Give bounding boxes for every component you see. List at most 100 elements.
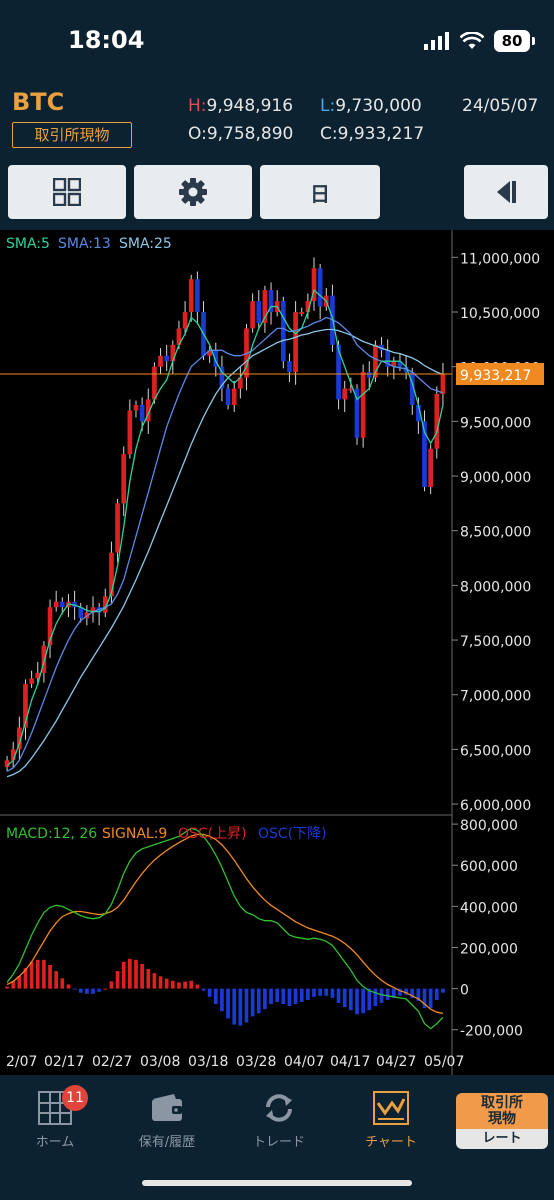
layout-button[interactable] (8, 165, 126, 219)
candle-body (78, 607, 84, 619)
wifi-icon (460, 32, 484, 49)
price-plot-bg (0, 230, 554, 815)
candle-body (287, 361, 292, 373)
candle-body (176, 328, 182, 345)
osc-bar (342, 988, 347, 1008)
sma-legend-1: SMA:13 (58, 236, 111, 252)
candle-body (231, 388, 237, 405)
osc-bar (177, 982, 181, 989)
status-time: 18:04 (68, 26, 145, 54)
x-tick-label: 04/07 (284, 1054, 324, 1070)
osc-bar (349, 988, 353, 1011)
osc-bar (103, 988, 108, 990)
candle-body (409, 372, 415, 405)
collapse-panel-button[interactable] (464, 165, 548, 219)
candle-body (109, 552, 114, 597)
close-label: C: (320, 124, 338, 144)
y-tick-label: 6,500,000 (460, 743, 531, 759)
candle-body (422, 421, 427, 487)
candle-body (299, 312, 305, 315)
osc-bar (404, 988, 408, 995)
x-tick-label: 02/27 (92, 1054, 132, 1070)
macd-legend-2: OSC(上昇) (178, 826, 247, 842)
collapse-left-icon (497, 181, 516, 203)
macd-legend-0: MACD:12, 26 (6, 826, 97, 842)
osc-bar (72, 988, 77, 990)
candle-body (262, 290, 268, 323)
osc-bar (275, 988, 280, 1002)
osc-bar (134, 959, 138, 989)
osc-bar (85, 988, 89, 994)
nav-holdings-label: 保有/履歴 (138, 1135, 196, 1150)
header-date: 24/05/07 (462, 96, 539, 116)
macd-legend-1: SIGNAL:9 (102, 826, 167, 842)
nav-home-label: ホーム (35, 1135, 75, 1150)
candle-body (268, 290, 274, 313)
status-icons: 80 (424, 30, 535, 52)
low-value: 9,730,000 (335, 96, 422, 116)
battery-icon: 80 (494, 30, 535, 52)
candle-body (158, 355, 163, 367)
y-tick-label: 11,000,000 (460, 251, 540, 267)
x-tick-label: 03/08 (140, 1054, 180, 1070)
trade-arrows-icon (266, 1094, 292, 1122)
candle-body (342, 388, 348, 400)
settings-button[interactable] (134, 165, 252, 219)
candle-body (280, 301, 286, 362)
y-tick-label: 7,500,000 (460, 634, 531, 650)
wallet-icon (152, 1094, 182, 1121)
osc-bar (128, 958, 132, 989)
y-tick-label: 7,000,000 (460, 689, 531, 705)
high-label: H: (188, 96, 207, 116)
osc-bar (263, 988, 267, 1010)
nav-home[interactable]: ホーム 11 (0, 1085, 110, 1150)
high-value: 9,948,916 (206, 96, 294, 116)
osc-bar (434, 988, 439, 1000)
osc-bar (220, 988, 224, 1012)
macd-line (6, 827, 444, 1030)
candle-body (416, 404, 421, 422)
instrument-header: BTC 取引所現物 H:9,948,916 L:9,730,000 O:9,75… (0, 80, 554, 158)
candle-body (440, 373, 446, 395)
macd-legend-3: OSC(下降) (258, 826, 327, 842)
candle-body (385, 350, 391, 367)
chart-icon (373, 1091, 409, 1125)
osc-bar (5, 986, 9, 989)
osc-bar (226, 988, 230, 1019)
rate-market-text: 取引所現物 (481, 1095, 523, 1127)
osc-bar (361, 988, 365, 1014)
rate-button[interactable]: 取引所現物 レート (456, 1093, 548, 1149)
status-bar: 18:04 80 (0, 0, 554, 80)
candle-body (195, 279, 200, 313)
osc-bar (324, 988, 329, 996)
candle-body (250, 301, 255, 329)
close-price: C:9,933,217 (320, 124, 424, 144)
home-indicator (142, 1180, 412, 1186)
osc-bar (164, 978, 169, 989)
close-value: 9,933,217 (337, 124, 425, 144)
osc-bar (312, 988, 316, 997)
candle-body (10, 749, 16, 761)
candle-body (391, 361, 397, 367)
candle-body (127, 410, 133, 455)
market-badge[interactable]: 取引所現物 (12, 122, 132, 148)
price-chart[interactable]: 6,000,000 6,500,000 7,000,000 7,500,000 8,00… (0, 230, 554, 1075)
sma-legend-0: SMA:5 (6, 236, 50, 252)
x-tick-label: 03/28 (236, 1054, 276, 1070)
osc-bar (306, 988, 310, 1000)
candle-body (152, 366, 157, 400)
candle-body (348, 388, 354, 391)
nav-holdings[interactable]: 保有/履歴 (112, 1089, 222, 1150)
candle-body (213, 350, 219, 367)
grid-icon (53, 178, 81, 206)
osc-bar (355, 988, 359, 1015)
macd-y-tick-label: 200,000 (460, 941, 518, 957)
nav-chart[interactable]: チャート (336, 1089, 446, 1150)
nav-trade[interactable]: トレード (224, 1089, 334, 1150)
open-price: O:9,758,890 (188, 124, 293, 144)
osc-bar (54, 971, 59, 989)
period-button[interactable]: 日 (260, 165, 380, 219)
gear-icon (179, 178, 207, 206)
bottom-nav: ホーム 11 保有/履歴 トレード (0, 1075, 554, 1200)
candle-body (90, 607, 96, 613)
